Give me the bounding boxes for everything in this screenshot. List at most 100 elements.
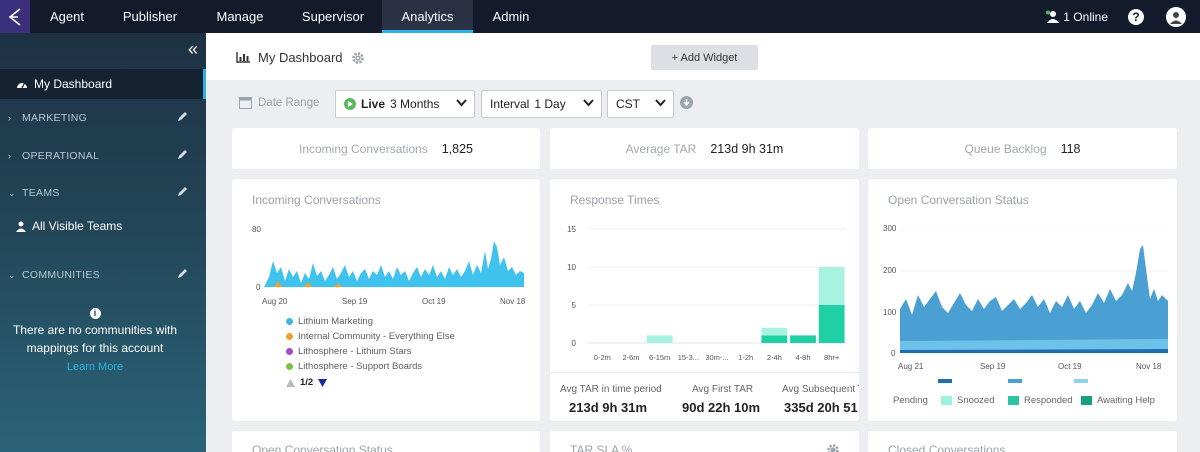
tab-manage[interactable]: Manage — [216, 9, 264, 24]
open-status-area-chart — [900, 229, 1168, 354]
legend-item[interactable]: Responded — [1008, 395, 1073, 406]
stat-label: Average TAR — [625, 141, 697, 156]
edit-pencil-icon[interactable] — [177, 268, 188, 279]
interval-value: 1 Day — [534, 97, 566, 111]
download-icon[interactable] — [680, 96, 693, 109]
bar-segment[interactable] — [761, 327, 788, 336]
legend-item[interactable]: Internal Community - Everything Else — [286, 331, 455, 342]
sidebar-section-operational[interactable]: › OPERATIONAL — [0, 145, 206, 167]
edit-pencil-icon[interactable] — [177, 149, 188, 160]
online-status[interactable]: 1 Online — [1045, 10, 1108, 24]
sidebar-item-label: All Visible Teams — [32, 219, 123, 233]
widget-response-times: Response Times 0 5 10 15 0-2m 2-6m 6-15m 15-3..… — [550, 179, 859, 421]
legend-label: Snoozed — [957, 395, 995, 406]
sidebar-section-communities[interactable]: ⌄ COMMUNITIES — [0, 264, 206, 286]
widget-title: Closed Conversations — [888, 443, 1006, 452]
legend-label: Responded — [1024, 395, 1073, 406]
collapse-sidebar-icon[interactable]: « — [187, 39, 198, 59]
metric-value: 335d 20h 51 — [784, 400, 858, 415]
bar-segment[interactable] — [790, 335, 816, 343]
tab-agent[interactable]: Agent — [50, 9, 84, 24]
stat-incoming-conversations[interactable]: Incoming Conversations 1,825 — [232, 128, 540, 169]
live-range-select[interactable]: Live 3 Months — [335, 90, 475, 118]
sidebar-item-my-dashboard[interactable]: My Dashboard — [0, 69, 206, 99]
y-tick: 100 — [883, 308, 897, 317]
tab-publisher[interactable]: Publisher — [122, 9, 178, 24]
legend-swatch — [286, 363, 293, 370]
legend-label: Lithium Marketing — [298, 316, 373, 327]
legend-item[interactable]: Lithosphere - Lithium Stars — [286, 346, 412, 357]
stat-value: 1,825 — [441, 141, 473, 156]
gear-icon[interactable] — [351, 51, 365, 65]
legend-item[interactable]: Snoozed — [941, 395, 995, 406]
logo-icon — [8, 7, 21, 26]
legend-swatch — [286, 348, 293, 355]
bar-segment[interactable] — [646, 335, 673, 343]
metric-label: Avg TAR in time period — [560, 384, 662, 395]
chevron-down-icon — [456, 99, 467, 107]
triangle-down-icon[interactable] — [318, 378, 328, 387]
dashboard-gauge-icon — [17, 82, 27, 89]
legend-swatch — [286, 318, 293, 325]
x-tick: 30m-... — [705, 353, 728, 362]
app-logo[interactable] — [0, 0, 30, 33]
tab-admin[interactable]: Admin — [492, 9, 530, 24]
learn-more-link[interactable]: Learn More — [66, 361, 124, 373]
legend-label: Lithosphere - Support Boards — [298, 361, 423, 372]
stat-average-tar[interactable]: Average TAR 213d 9h 31m — [550, 128, 859, 169]
widget-open-conversation-status: Open Conversation Status 300 200 100 0 A… — [868, 179, 1177, 421]
pager-text: 1/2 — [300, 377, 314, 388]
widget-tar-sla: TAR SLA % — [550, 431, 859, 452]
incoming-area-chart — [264, 241, 524, 288]
interval-select[interactable]: Interval 1 Day — [481, 90, 602, 118]
play-icon — [344, 98, 356, 110]
widget-open-conversation-status-2: Open Conversation Status — [232, 431, 540, 452]
date-range[interactable]: Date Range — [239, 96, 319, 109]
x-tick: Sep 19 — [342, 297, 368, 306]
y-tick: 200 — [883, 266, 897, 275]
section-label: TEAMS — [22, 187, 60, 199]
bar-segment[interactable] — [818, 267, 845, 305]
widget-title: Response Times — [570, 193, 660, 207]
edit-pencil-icon[interactable] — [177, 111, 188, 122]
legend-item[interactable]: Awaiting Help — [1081, 395, 1155, 406]
user-icon — [16, 221, 26, 232]
gear-icon[interactable] — [826, 443, 840, 452]
top-nav: Agent Publisher Manage Supervisor Analyt… — [0, 0, 1200, 33]
widget-title: Open Conversation Status — [888, 193, 1029, 207]
section-label: MARKETING — [22, 112, 88, 124]
sidebar-item-all-visible-teams[interactable]: All Visible Teams — [16, 219, 122, 233]
x-tick: 4-8h — [795, 353, 810, 362]
legend-pager: 1/2 — [286, 377, 328, 388]
sidebar-section-teams[interactable]: ⌄ TEAMS — [0, 182, 206, 204]
timezone-select[interactable]: CST — [607, 90, 674, 118]
bar-chart-icon — [236, 52, 250, 63]
legend-item[interactable]: Lithium Marketing — [286, 316, 373, 327]
communities-empty-message: i There are no communities with mappings… — [0, 303, 190, 376]
bar-segment[interactable] — [761, 335, 788, 343]
bar-segment[interactable] — [818, 305, 845, 343]
tab-supervisor[interactable]: Supervisor — [301, 9, 365, 24]
x-tick: Oct 19 — [1058, 362, 1082, 371]
stat-queue-backlog[interactable]: Queue Backlog 118 — [868, 128, 1177, 169]
widget-title: Open Conversation Status — [252, 443, 393, 452]
triangle-up-icon[interactable] — [286, 378, 295, 387]
widget-incoming-conversations: Incoming Conversations 80 0 Aug 20 Sep 1… — [232, 179, 540, 421]
legend-item[interactable]: Lithosphere - Support Boards — [286, 361, 422, 372]
x-tick: Aug 20 — [262, 297, 288, 306]
add-widget-button[interactable]: + Add Widget — [651, 45, 758, 70]
legend-swatch — [286, 333, 293, 340]
date-range-label: Date Range — [258, 96, 320, 109]
edit-pencil-icon[interactable] — [177, 186, 188, 197]
help-icon[interactable]: ? — [1128, 8, 1144, 25]
calendar-icon — [239, 97, 252, 109]
online-count: 1 Online — [1063, 9, 1108, 24]
avatar[interactable] — [1166, 6, 1186, 27]
sidebar-section-marketing[interactable]: › MARKETING — [0, 107, 206, 129]
tab-analytics[interactable]: Analytics — [382, 0, 473, 33]
x-tick: 8hr+ — [824, 353, 840, 362]
section-label: COMMUNITIES — [22, 269, 100, 281]
x-tick: 0-2m — [594, 353, 611, 362]
stat-value: 213d 9h 31m — [710, 141, 784, 156]
chevron-down-icon — [583, 99, 594, 107]
